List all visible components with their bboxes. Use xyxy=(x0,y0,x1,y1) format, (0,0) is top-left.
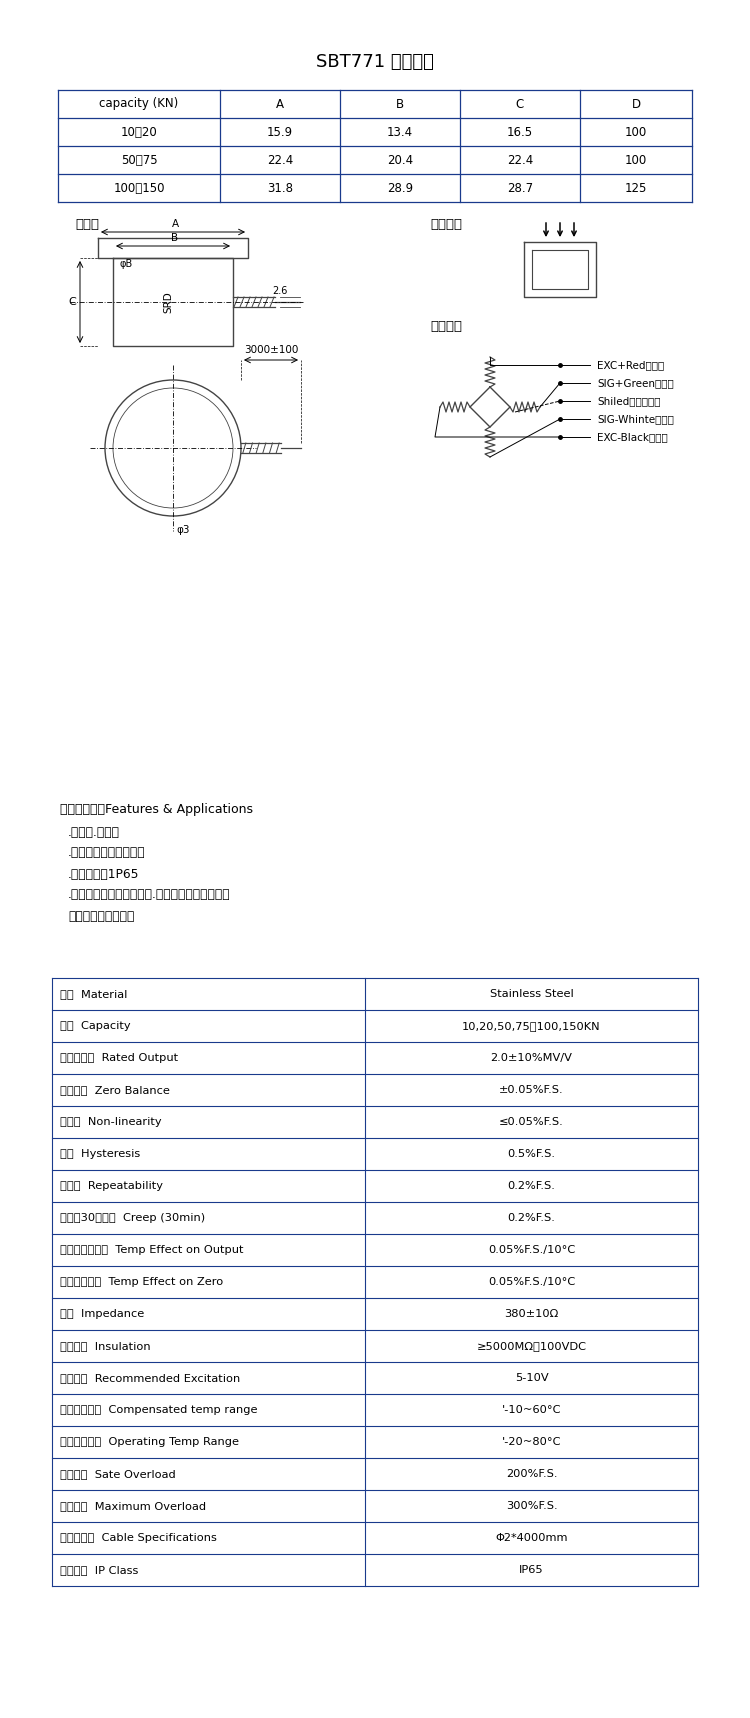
Text: 28.7: 28.7 xyxy=(507,182,533,194)
Text: SBT771 产品参数: SBT771 产品参数 xyxy=(316,53,434,70)
Text: 受力方向: 受力方向 xyxy=(430,218,462,230)
Text: 100，150: 100，150 xyxy=(113,182,165,194)
Text: 200%F.S.: 200%F.S. xyxy=(506,1469,557,1479)
Text: 电缆线规格  Cable Specifications: 电缆线规格 Cable Specifications xyxy=(60,1532,217,1543)
Text: '-20~80°C: '-20~80°C xyxy=(502,1436,561,1447)
Text: SIG+Green（绿）: SIG+Green（绿） xyxy=(597,378,674,388)
Text: 22.4: 22.4 xyxy=(267,153,293,167)
Text: .适用于各种小空间的测力.广泛应用于工业、研发: .适用于各种小空间的测力.广泛应用于工业、研发 xyxy=(68,888,231,902)
Text: 温度补偿范围  Compensated temp range: 温度补偿范围 Compensated temp range xyxy=(60,1405,257,1416)
Text: 31.8: 31.8 xyxy=(267,182,293,194)
Text: 重复性  Repeatability: 重复性 Repeatability xyxy=(60,1180,163,1191)
Text: '-10~60°C: '-10~60°C xyxy=(502,1405,561,1416)
Text: 100: 100 xyxy=(625,125,647,139)
Text: SRD: SRD xyxy=(163,290,173,313)
Text: 125: 125 xyxy=(625,182,647,194)
Text: 380±10Ω: 380±10Ω xyxy=(504,1309,559,1319)
Text: Shiled（屏蔽线）: Shiled（屏蔽线） xyxy=(597,397,661,405)
Text: .传感器专用不锈钙材料: .传感器专用不锈钙材料 xyxy=(68,847,146,859)
Text: 安全过载  Sate Overload: 安全过载 Sate Overload xyxy=(60,1469,176,1479)
Text: 0.05%F.S./10°C: 0.05%F.S./10°C xyxy=(488,1276,575,1287)
Text: 蚀变（30分钟）  Creep (30min): 蚀变（30分钟） Creep (30min) xyxy=(60,1213,205,1223)
Text: 16.5: 16.5 xyxy=(507,125,533,139)
Text: 材质  Material: 材质 Material xyxy=(60,990,128,998)
Text: C: C xyxy=(68,297,76,308)
Text: ±0.05%F.S.: ±0.05%F.S. xyxy=(500,1086,564,1094)
Text: 温度灵敏度漂移  Temp Effect on Output: 温度灵敏度漂移 Temp Effect on Output xyxy=(60,1246,244,1256)
Text: 13.4: 13.4 xyxy=(387,125,413,139)
Text: 100: 100 xyxy=(625,153,647,167)
Text: 防护等级  IP Class: 防护等级 IP Class xyxy=(60,1565,138,1575)
Text: B: B xyxy=(172,234,178,242)
Text: 50，75: 50，75 xyxy=(121,153,158,167)
Text: 28.9: 28.9 xyxy=(387,182,413,194)
Text: 15.9: 15.9 xyxy=(267,125,293,139)
Text: 尺寸图: 尺寸图 xyxy=(75,218,99,230)
Text: 2.6: 2.6 xyxy=(272,285,288,295)
Text: 0.2%F.S.: 0.2%F.S. xyxy=(508,1180,556,1191)
Text: EXC+Red（红）: EXC+Red（红） xyxy=(597,361,664,369)
Text: B: B xyxy=(396,98,404,110)
Text: 10,20,50,75，100,150KN: 10,20,50,75，100,150KN xyxy=(462,1020,601,1031)
Text: capacity (KN): capacity (KN) xyxy=(99,98,178,110)
Text: 工作温度范围  Operating Temp Range: 工作温度范围 Operating Temp Range xyxy=(60,1436,239,1447)
Text: D: D xyxy=(632,98,640,110)
Text: 0.05%F.S./10°C: 0.05%F.S./10°C xyxy=(488,1246,575,1256)
Text: 滞后  Hysteresis: 滞后 Hysteresis xyxy=(60,1149,140,1160)
Text: 10，20: 10，20 xyxy=(121,125,158,139)
Text: .防护等级：1P65: .防护等级：1P65 xyxy=(68,868,140,881)
Text: 零点温度漂移  Temp Effect on Zero: 零点温度漂移 Temp Effect on Zero xyxy=(60,1276,223,1287)
Text: 阻抗  Impedance: 阻抗 Impedance xyxy=(60,1309,144,1319)
Text: 输出灵敏度  Rated Output: 输出灵敏度 Rated Output xyxy=(60,1053,178,1063)
Text: φ3: φ3 xyxy=(176,526,190,534)
Text: 0.2%F.S.: 0.2%F.S. xyxy=(508,1213,556,1223)
Text: 特点与用途：Features & Applications: 特点与用途：Features & Applications xyxy=(60,804,253,816)
Text: ≥5000MΩ，100VDC: ≥5000MΩ，100VDC xyxy=(476,1342,586,1350)
Text: EXC-Black（黑）: EXC-Black（黑） xyxy=(597,431,668,442)
Text: A: A xyxy=(172,218,178,228)
Text: 非线性  Non-linearity: 非线性 Non-linearity xyxy=(60,1117,162,1127)
Text: 使用电压  Recommended Excitation: 使用电压 Recommended Excitation xyxy=(60,1373,240,1383)
Text: 零点输出  Zero Balance: 零点输出 Zero Balance xyxy=(60,1086,170,1094)
Text: 绝缘电阰  Insulation: 绝缘电阰 Insulation xyxy=(60,1342,151,1350)
Text: 极限过载  Maximum Overload: 极限过载 Maximum Overload xyxy=(60,1502,206,1512)
Text: SIG-Whinte（白）: SIG-Whinte（白） xyxy=(597,414,674,424)
Text: φB: φB xyxy=(119,259,132,270)
Text: Φ2*4000mm: Φ2*4000mm xyxy=(495,1532,568,1543)
Text: Stainless Steel: Stainless Steel xyxy=(490,990,573,998)
Text: ≤0.05%F.S.: ≤0.05%F.S. xyxy=(500,1117,564,1127)
Text: C: C xyxy=(516,98,524,110)
Text: .小外形.大量程: .小外形.大量程 xyxy=(68,826,120,838)
Text: 20.4: 20.4 xyxy=(387,153,413,167)
Text: 3000±100: 3000±100 xyxy=(244,345,298,356)
Text: 0.5%F.S.: 0.5%F.S. xyxy=(508,1149,556,1160)
Text: A: A xyxy=(276,98,284,110)
Text: 接线定义: 接线定义 xyxy=(430,321,462,333)
Text: 300%F.S.: 300%F.S. xyxy=(506,1502,557,1512)
Text: IP65: IP65 xyxy=(519,1565,544,1575)
Text: 2.0±10%MV/V: 2.0±10%MV/V xyxy=(490,1053,572,1063)
Text: 5-10V: 5-10V xyxy=(514,1373,548,1383)
Text: 22.4: 22.4 xyxy=(507,153,533,167)
Text: 量程  Capacity: 量程 Capacity xyxy=(60,1020,130,1031)
Text: 等领域的测量和控制: 等领域的测量和控制 xyxy=(68,909,134,923)
